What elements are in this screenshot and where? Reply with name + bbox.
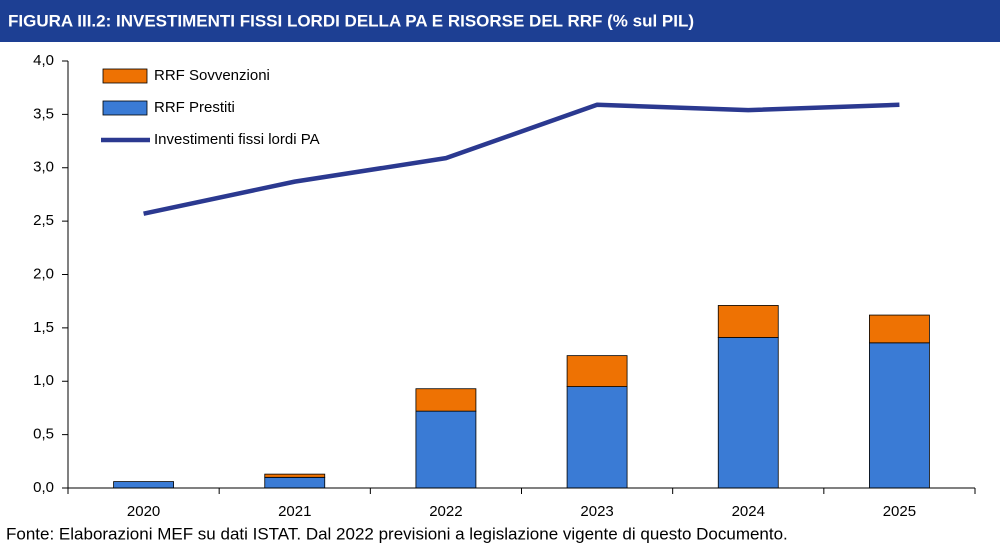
y-tick-label: 3,5 xyxy=(33,105,54,122)
chart-title: FIGURA III.2: INVESTIMENTI FISSI LORDI D… xyxy=(8,11,694,30)
x-tick-label: 2020 xyxy=(127,503,160,520)
y-tick-label: 4,0 xyxy=(33,52,54,69)
bar-segment xyxy=(566,386,628,489)
y-tick-label: 3,0 xyxy=(33,159,54,176)
bar-segment xyxy=(566,355,628,387)
legend-swatch xyxy=(102,100,148,116)
legend-label: Investimenti fissi lordi PA xyxy=(154,131,320,148)
x-tick-label: 2025 xyxy=(883,503,916,520)
y-tick-label: 2,5 xyxy=(33,212,54,229)
y-tick-label: 1,0 xyxy=(33,372,54,389)
x-tick-label: 2023 xyxy=(580,503,613,520)
y-tick-label: 1,5 xyxy=(33,319,54,336)
source-note: Fonte: Elaborazioni MEF su dati ISTAT. D… xyxy=(6,524,788,543)
bar-segment xyxy=(717,305,779,338)
y-tick-label: 0,0 xyxy=(33,479,54,496)
bar-segment xyxy=(415,410,477,489)
y-tick-label: 2,0 xyxy=(33,265,54,282)
x-tick-label: 2024 xyxy=(732,503,765,520)
line-series xyxy=(143,102,900,216)
bar-segment xyxy=(264,476,326,489)
bar-segment xyxy=(113,481,174,489)
bar-segment xyxy=(869,342,930,489)
bar-segment xyxy=(717,337,779,489)
legend-label: RRF Sovvenzioni xyxy=(154,67,270,84)
y-tick-label: 0,5 xyxy=(33,426,54,443)
x-tick-label: 2021 xyxy=(278,503,311,520)
title-bar xyxy=(0,0,1000,42)
bar-segment xyxy=(869,314,930,344)
x-tick-label: 2022 xyxy=(429,503,462,520)
legend-label: RRF Prestiti xyxy=(154,99,235,116)
bar-segment xyxy=(264,473,326,478)
bar-segment xyxy=(415,388,477,412)
legend-swatch xyxy=(102,68,148,84)
